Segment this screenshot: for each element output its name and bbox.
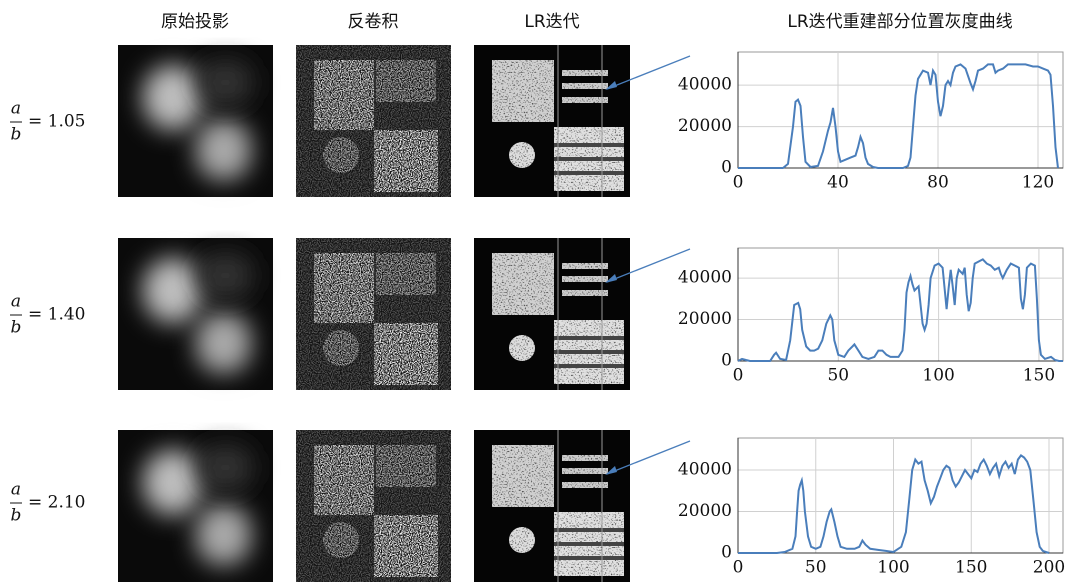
glow [196, 505, 251, 565]
glow [198, 60, 253, 105]
block [376, 253, 436, 295]
block [376, 60, 436, 102]
image-bg [118, 430, 273, 582]
y-tick-label: 40000 [678, 459, 732, 479]
stripe-gap [554, 171, 624, 175]
stripe-gap [554, 143, 624, 147]
block [314, 445, 374, 515]
block [374, 323, 438, 385]
ratio-numerator: a [11, 480, 21, 500]
image-bg [118, 45, 273, 197]
x-tick-label: 150 [955, 558, 987, 578]
y-tick-label: 40000 [678, 75, 732, 95]
column-header: 原始投影 [161, 12, 229, 32]
lr-image [474, 238, 630, 390]
projection-image [118, 45, 273, 197]
deconvolution-image [296, 45, 451, 197]
x-tick-label: 200 [1033, 558, 1065, 578]
ratio-numerator: a [11, 99, 21, 119]
stripe [562, 97, 608, 103]
stripe-gap [554, 364, 624, 368]
y-tick-label: 0 [721, 158, 732, 178]
stripe [562, 263, 608, 269]
block [323, 522, 359, 558]
glow [143, 450, 203, 515]
block [509, 335, 535, 361]
block [492, 60, 554, 122]
deconvolution-image [296, 238, 451, 390]
stripe [562, 276, 608, 282]
block [492, 445, 554, 507]
glow [198, 253, 253, 298]
block [509, 527, 535, 553]
lr-image [474, 430, 630, 582]
glow [196, 120, 251, 180]
block [323, 137, 359, 173]
x-tick-label: 0 [733, 558, 744, 578]
projection-image [118, 238, 273, 390]
x-tick-label: 40 [827, 173, 849, 193]
block [492, 253, 554, 315]
block [314, 253, 374, 323]
plot-frame [738, 52, 1063, 168]
stripe-gap [554, 157, 624, 161]
stripe [562, 482, 608, 488]
stripe [562, 83, 608, 89]
stripe-gap [554, 556, 624, 560]
plot-frame [738, 438, 1063, 553]
x-tick-label: 0 [733, 173, 744, 193]
block [323, 330, 359, 366]
x-tick-label: 150 [1023, 366, 1055, 386]
block [374, 515, 438, 577]
x-tick-label: 120 [1022, 173, 1054, 193]
block [509, 142, 535, 168]
x-tick-label: 100 [922, 366, 954, 386]
stripe-gap [554, 336, 624, 340]
block [374, 130, 438, 192]
ratio-value: = 1.05 [28, 112, 86, 132]
ratio-numerator: a [11, 292, 21, 312]
column-header: LR迭代 [524, 12, 579, 32]
glow [143, 65, 203, 130]
x-tick-label: 80 [927, 173, 949, 193]
x-tick-label: 50 [827, 366, 849, 386]
block [314, 60, 374, 130]
y-tick-label: 40000 [678, 268, 732, 288]
stripe [562, 468, 608, 474]
y-tick-label: 20000 [678, 116, 732, 136]
y-tick-label: 20000 [678, 309, 732, 329]
y-tick-label: 0 [721, 351, 732, 371]
stripe [562, 70, 608, 76]
deconvolution-image [296, 430, 451, 582]
x-tick-label: 100 [877, 558, 909, 578]
projection-image [118, 430, 273, 582]
x-tick-label: 50 [805, 558, 827, 578]
ratio-value: = 1.40 [28, 305, 86, 325]
figure: 原始投影 反卷积 LR迭代 LR迭代重建部分位置灰度曲线 ab= 1.05ab=… [0, 0, 1068, 582]
y-tick-label: 0 [721, 543, 732, 563]
x-tick-label: 0 [733, 366, 744, 386]
column-header: LR迭代重建部分位置灰度曲线 [787, 12, 1012, 32]
glow [143, 258, 203, 323]
glow [198, 445, 253, 490]
ratio-denominator: b [11, 318, 22, 338]
block [376, 445, 436, 487]
glow [196, 313, 251, 373]
ratio-value: = 2.10 [28, 493, 86, 513]
stripe [562, 455, 608, 461]
stripe-gap [554, 350, 624, 354]
column-header: 反卷积 [348, 12, 399, 32]
y-tick-label: 20000 [678, 501, 732, 521]
ratio-denominator: b [11, 506, 22, 526]
stripe [562, 290, 608, 296]
image-bg [118, 238, 273, 390]
lr-image [474, 45, 630, 197]
stripe-gap [554, 542, 624, 546]
stripe-gap [554, 528, 624, 532]
ratio-denominator: b [11, 125, 22, 145]
